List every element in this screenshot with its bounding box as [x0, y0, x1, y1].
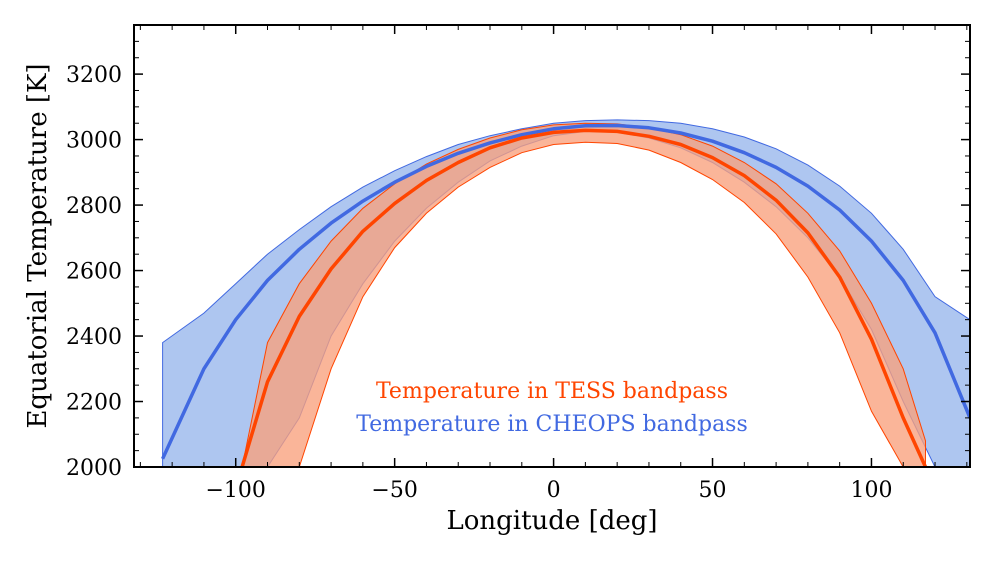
- x-tick-label: −100: [205, 478, 265, 503]
- y-tick-label: 2000: [66, 456, 122, 481]
- y-tick-label: 2200: [66, 391, 122, 416]
- tess-temperature-line: [240, 128, 928, 467]
- y-axis-label: Equatorial Temperature [K]: [23, 63, 53, 428]
- y-tick-label: 2600: [66, 260, 122, 285]
- x-tick-label: 100: [850, 478, 892, 503]
- x-axis-label: Longitude [deg]: [446, 506, 657, 536]
- plot-area: [161, 119, 970, 467]
- y-tick-label: 2800: [66, 194, 122, 219]
- y-tick-label: 3000: [66, 129, 122, 154]
- y-tick-label: 2400: [66, 325, 122, 350]
- y-tick-label: 3200: [66, 63, 122, 88]
- legend-tess: Temperature in TESS bandpass: [376, 379, 728, 404]
- x-tick-label: 50: [699, 478, 727, 503]
- tick-labels: −100 −50 0 50 100 2000 2200 2400 2600 2800 3000 320…: [66, 63, 892, 503]
- cheops-temperature-line: [161, 123, 970, 460]
- plot-frame: [133, 24, 971, 468]
- x-tick-label: −50: [371, 478, 417, 503]
- x-tick-label: 0: [547, 478, 561, 503]
- tess-uncertainty-band: [241, 122, 926, 467]
- series-lines: [161, 123, 970, 467]
- legend-cheops: Temperature in CHEOPS bandpass: [356, 412, 748, 437]
- uncertainty-bands: [162, 119, 970, 467]
